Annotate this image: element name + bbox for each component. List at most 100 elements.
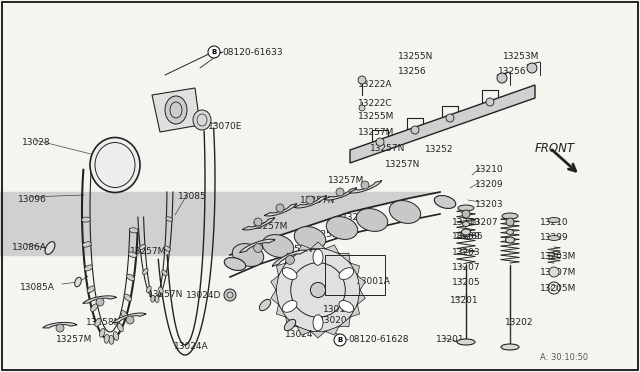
Circle shape bbox=[376, 138, 384, 146]
Polygon shape bbox=[276, 304, 286, 317]
Ellipse shape bbox=[151, 295, 155, 302]
Ellipse shape bbox=[339, 301, 354, 312]
Text: FRONT: FRONT bbox=[535, 142, 575, 155]
Text: B: B bbox=[337, 337, 342, 343]
Ellipse shape bbox=[75, 277, 81, 287]
Ellipse shape bbox=[356, 209, 388, 231]
Circle shape bbox=[411, 126, 419, 134]
Polygon shape bbox=[310, 331, 325, 338]
Polygon shape bbox=[286, 317, 297, 327]
Ellipse shape bbox=[548, 235, 560, 241]
Ellipse shape bbox=[90, 138, 140, 192]
Circle shape bbox=[56, 324, 64, 332]
Ellipse shape bbox=[313, 249, 323, 265]
Circle shape bbox=[486, 98, 494, 106]
Text: 13202: 13202 bbox=[505, 318, 534, 327]
Ellipse shape bbox=[127, 274, 134, 280]
Circle shape bbox=[126, 316, 134, 324]
Circle shape bbox=[361, 181, 369, 189]
Ellipse shape bbox=[262, 235, 294, 257]
Polygon shape bbox=[271, 276, 278, 290]
Ellipse shape bbox=[99, 328, 105, 337]
Circle shape bbox=[254, 218, 262, 226]
Text: 13024A: 13024A bbox=[174, 342, 209, 351]
Polygon shape bbox=[358, 276, 365, 290]
Text: 13255N: 13255N bbox=[398, 52, 433, 61]
Text: 13203: 13203 bbox=[452, 248, 481, 257]
Circle shape bbox=[497, 73, 507, 83]
Text: 13222A: 13222A bbox=[358, 80, 392, 89]
Text: 13257M: 13257M bbox=[252, 222, 289, 231]
Text: 13028: 13028 bbox=[22, 138, 51, 147]
Text: 13210: 13210 bbox=[452, 218, 481, 227]
Text: 13256: 13256 bbox=[498, 67, 527, 76]
Circle shape bbox=[208, 46, 220, 58]
Ellipse shape bbox=[548, 218, 560, 222]
Ellipse shape bbox=[124, 294, 131, 301]
Ellipse shape bbox=[143, 269, 148, 275]
Polygon shape bbox=[243, 218, 275, 230]
Ellipse shape bbox=[282, 301, 297, 312]
Polygon shape bbox=[350, 304, 360, 317]
Ellipse shape bbox=[457, 339, 475, 345]
Polygon shape bbox=[43, 323, 77, 328]
Circle shape bbox=[549, 267, 559, 277]
Text: 13001A: 13001A bbox=[356, 277, 391, 286]
Text: 13096: 13096 bbox=[18, 195, 47, 204]
Ellipse shape bbox=[389, 201, 420, 224]
Text: 13252: 13252 bbox=[425, 145, 454, 154]
Circle shape bbox=[306, 196, 314, 204]
Text: 13205M: 13205M bbox=[540, 284, 577, 293]
Text: 13258N: 13258N bbox=[310, 230, 346, 239]
Text: 13257M: 13257M bbox=[328, 176, 364, 185]
Polygon shape bbox=[297, 245, 310, 254]
Text: 13207M: 13207M bbox=[540, 268, 577, 277]
Text: 13257N: 13257N bbox=[385, 160, 420, 169]
Ellipse shape bbox=[313, 315, 323, 331]
Text: 13209: 13209 bbox=[475, 180, 504, 189]
Polygon shape bbox=[272, 250, 307, 266]
Text: 08120-61633: 08120-61633 bbox=[222, 48, 283, 57]
Polygon shape bbox=[310, 242, 325, 248]
Polygon shape bbox=[349, 181, 381, 193]
Text: 13222C: 13222C bbox=[358, 99, 392, 108]
Text: 13209: 13209 bbox=[452, 232, 481, 241]
Text: A: 30:10:50: A: 30:10:50 bbox=[540, 353, 588, 362]
Ellipse shape bbox=[95, 318, 101, 327]
Ellipse shape bbox=[162, 270, 167, 276]
Ellipse shape bbox=[232, 244, 264, 266]
Ellipse shape bbox=[121, 311, 127, 318]
Circle shape bbox=[276, 204, 284, 212]
Polygon shape bbox=[276, 263, 286, 276]
Ellipse shape bbox=[501, 344, 519, 350]
Polygon shape bbox=[350, 85, 535, 163]
Ellipse shape bbox=[506, 230, 513, 234]
Text: 13205: 13205 bbox=[455, 232, 484, 241]
Ellipse shape bbox=[165, 96, 187, 124]
Text: 13203: 13203 bbox=[475, 200, 504, 209]
Text: 13086A: 13086A bbox=[12, 243, 47, 252]
Polygon shape bbox=[239, 239, 275, 253]
Ellipse shape bbox=[129, 228, 138, 233]
Ellipse shape bbox=[463, 221, 470, 227]
Polygon shape bbox=[325, 326, 339, 335]
Polygon shape bbox=[271, 290, 278, 304]
Ellipse shape bbox=[284, 319, 296, 331]
Polygon shape bbox=[286, 253, 297, 263]
Text: 13210: 13210 bbox=[475, 165, 504, 174]
Circle shape bbox=[527, 63, 537, 73]
Ellipse shape bbox=[147, 286, 151, 293]
Text: 13209: 13209 bbox=[540, 233, 568, 242]
Text: 13201: 13201 bbox=[436, 335, 465, 344]
Text: 13010: 13010 bbox=[323, 305, 352, 314]
Circle shape bbox=[285, 256, 294, 264]
Bar bbox=[325, 255, 385, 295]
Ellipse shape bbox=[83, 242, 92, 247]
Text: 13257N: 13257N bbox=[148, 290, 184, 299]
Text: 13257M: 13257M bbox=[358, 128, 394, 137]
Ellipse shape bbox=[113, 331, 118, 340]
Text: 13207: 13207 bbox=[452, 263, 481, 272]
Polygon shape bbox=[325, 245, 339, 254]
Ellipse shape bbox=[339, 268, 354, 279]
Polygon shape bbox=[350, 263, 360, 276]
